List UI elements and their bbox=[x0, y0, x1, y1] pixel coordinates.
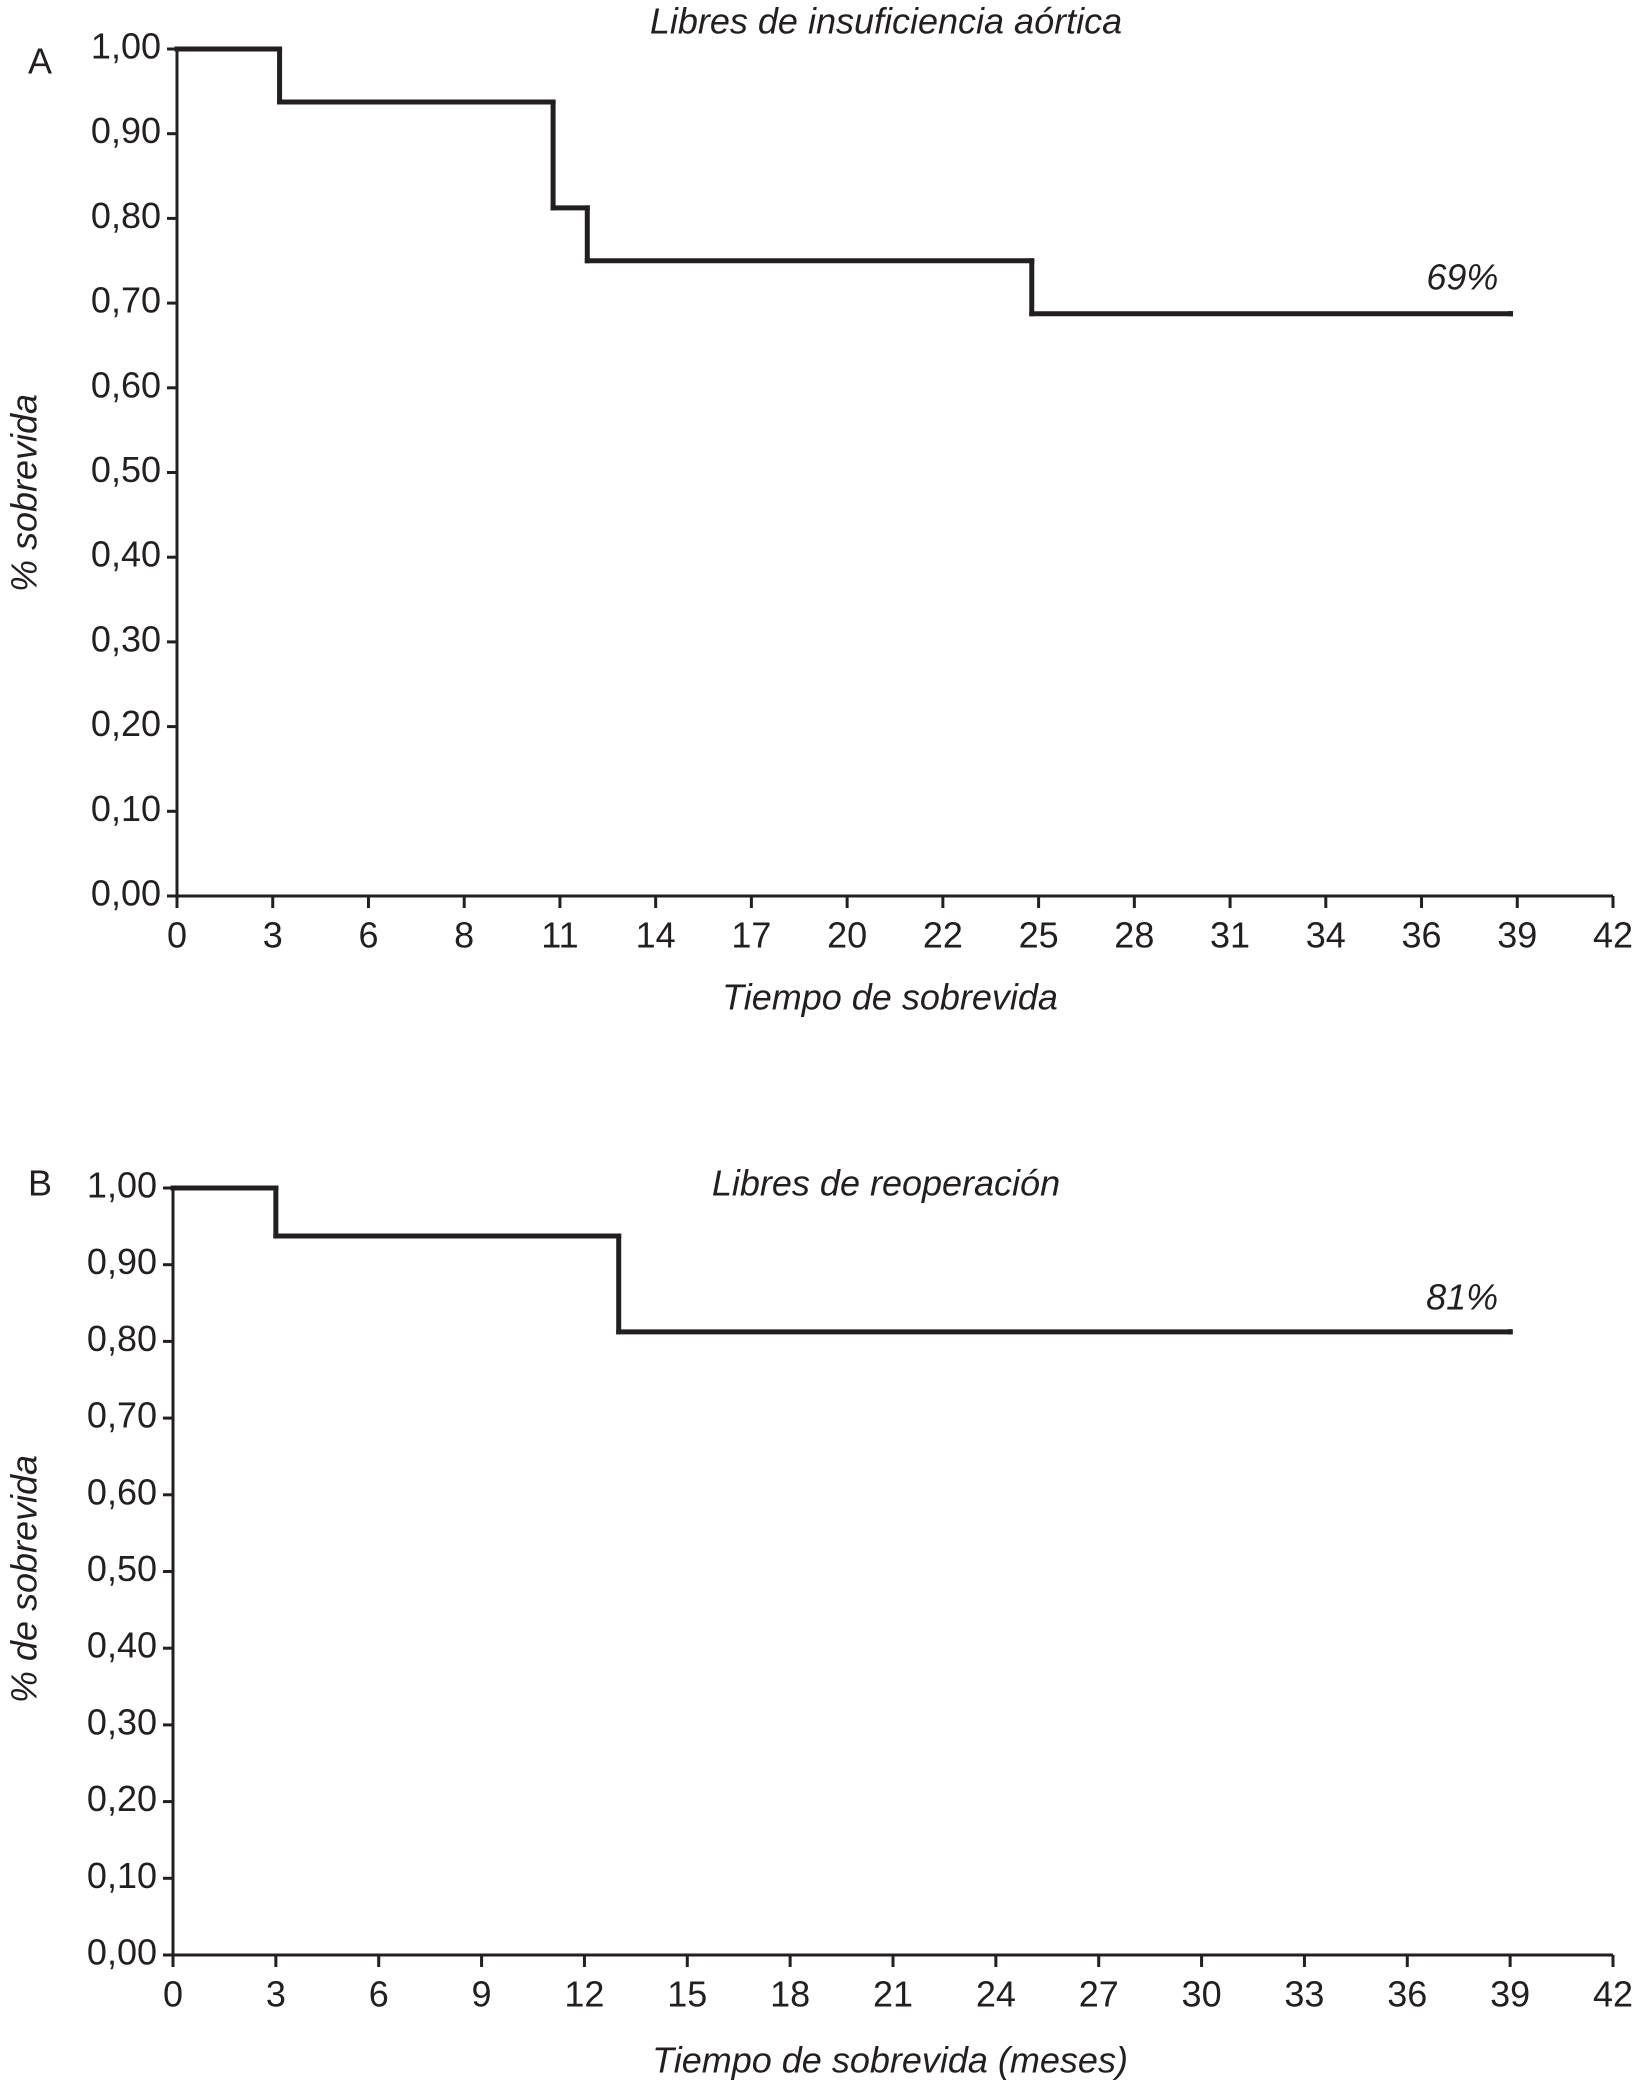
y-tick-label: 0,60 bbox=[91, 364, 161, 405]
x-tick-label: 27 bbox=[1079, 1974, 1119, 2015]
x-tick-label: 39 bbox=[1497, 915, 1537, 956]
y-tick-label: 0,90 bbox=[87, 1241, 157, 1282]
y-tick-label: 0,50 bbox=[87, 1548, 157, 1589]
y-tick-label: 0,50 bbox=[91, 449, 161, 490]
y-tick-label: 0,10 bbox=[91, 788, 161, 829]
y-tick-label: 0,80 bbox=[91, 195, 161, 236]
y-axis-label: % sobrevida bbox=[4, 394, 45, 592]
x-tick-label: 8 bbox=[454, 915, 474, 956]
x-tick-label: 36 bbox=[1387, 1974, 1427, 2015]
x-tick-label: 11 bbox=[541, 915, 578, 956]
x-tick-label: 33 bbox=[1284, 1974, 1324, 2015]
x-tick-label: 6 bbox=[369, 1974, 389, 2015]
chart-title: Libres de reoperación bbox=[712, 1163, 1060, 1204]
y-tick-label: 0,40 bbox=[87, 1625, 157, 1666]
y-tick-label: 0,00 bbox=[87, 1932, 157, 1973]
y-tick-label: 0,90 bbox=[91, 110, 161, 151]
x-tick-label: 17 bbox=[731, 915, 771, 956]
x-tick-label: 9 bbox=[472, 1974, 492, 2015]
panel-label: B bbox=[28, 1163, 52, 1204]
x-tick-label: 42 bbox=[1593, 915, 1633, 956]
chart-title: Libres de insuficiencia aórtica bbox=[650, 1, 1122, 42]
x-tick-label: 12 bbox=[564, 1974, 604, 2015]
x-tick-label: 34 bbox=[1306, 915, 1346, 956]
y-tick-label: 0,20 bbox=[91, 703, 161, 744]
x-tick-label: 31 bbox=[1210, 915, 1250, 956]
end-annotation: 69% bbox=[1426, 257, 1498, 298]
y-tick-label: 1,00 bbox=[91, 26, 161, 67]
x-tick-label: 25 bbox=[1019, 915, 1059, 956]
y-tick-label: 0,10 bbox=[87, 1855, 157, 1896]
x-tick-label: 24 bbox=[976, 1974, 1016, 2015]
x-tick-label: 21 bbox=[873, 1974, 913, 2015]
x-tick-label: 20 bbox=[827, 915, 867, 956]
y-tick-label: 0,20 bbox=[87, 1778, 157, 1819]
x-tick-label: 42 bbox=[1593, 1974, 1633, 2015]
x-tick-label: 36 bbox=[1402, 915, 1442, 956]
y-tick-label: 0,00 bbox=[91, 873, 161, 914]
x-tick-label: 0 bbox=[163, 1974, 183, 2015]
y-tick-label: 1,00 bbox=[87, 1165, 157, 1206]
y-tick-label: 0,70 bbox=[91, 280, 161, 321]
x-tick-label: 14 bbox=[636, 915, 676, 956]
x-tick-label: 6 bbox=[358, 915, 378, 956]
y-tick-label: 0,80 bbox=[87, 1318, 157, 1359]
x-tick-label: 18 bbox=[770, 1974, 810, 2015]
y-tick-label: 0,30 bbox=[91, 618, 161, 659]
y-axis-label: % de sobrevida bbox=[4, 1455, 45, 1703]
y-tick-label: 0,30 bbox=[87, 1701, 157, 1742]
x-axis-label: Tiempo de sobrevida bbox=[722, 977, 1058, 1018]
x-tick-label: 28 bbox=[1114, 915, 1154, 956]
y-tick-label: 0,70 bbox=[87, 1395, 157, 1436]
y-tick-label: 0,60 bbox=[87, 1471, 157, 1512]
panel-label: A bbox=[28, 41, 52, 82]
x-tick-label: 3 bbox=[263, 915, 283, 956]
x-tick-label: 0 bbox=[167, 915, 187, 956]
x-tick-label: 30 bbox=[1182, 1974, 1222, 2015]
x-tick-label: 22 bbox=[923, 915, 963, 956]
end-annotation: 81% bbox=[1426, 1277, 1498, 1318]
y-tick-label: 0,40 bbox=[91, 534, 161, 575]
x-tick-label: 3 bbox=[266, 1974, 286, 2015]
x-tick-label: 39 bbox=[1490, 1974, 1530, 2015]
x-axis-label: Tiempo de sobrevida (meses) bbox=[652, 2040, 1128, 2081]
x-tick-label: 15 bbox=[667, 1974, 707, 2015]
